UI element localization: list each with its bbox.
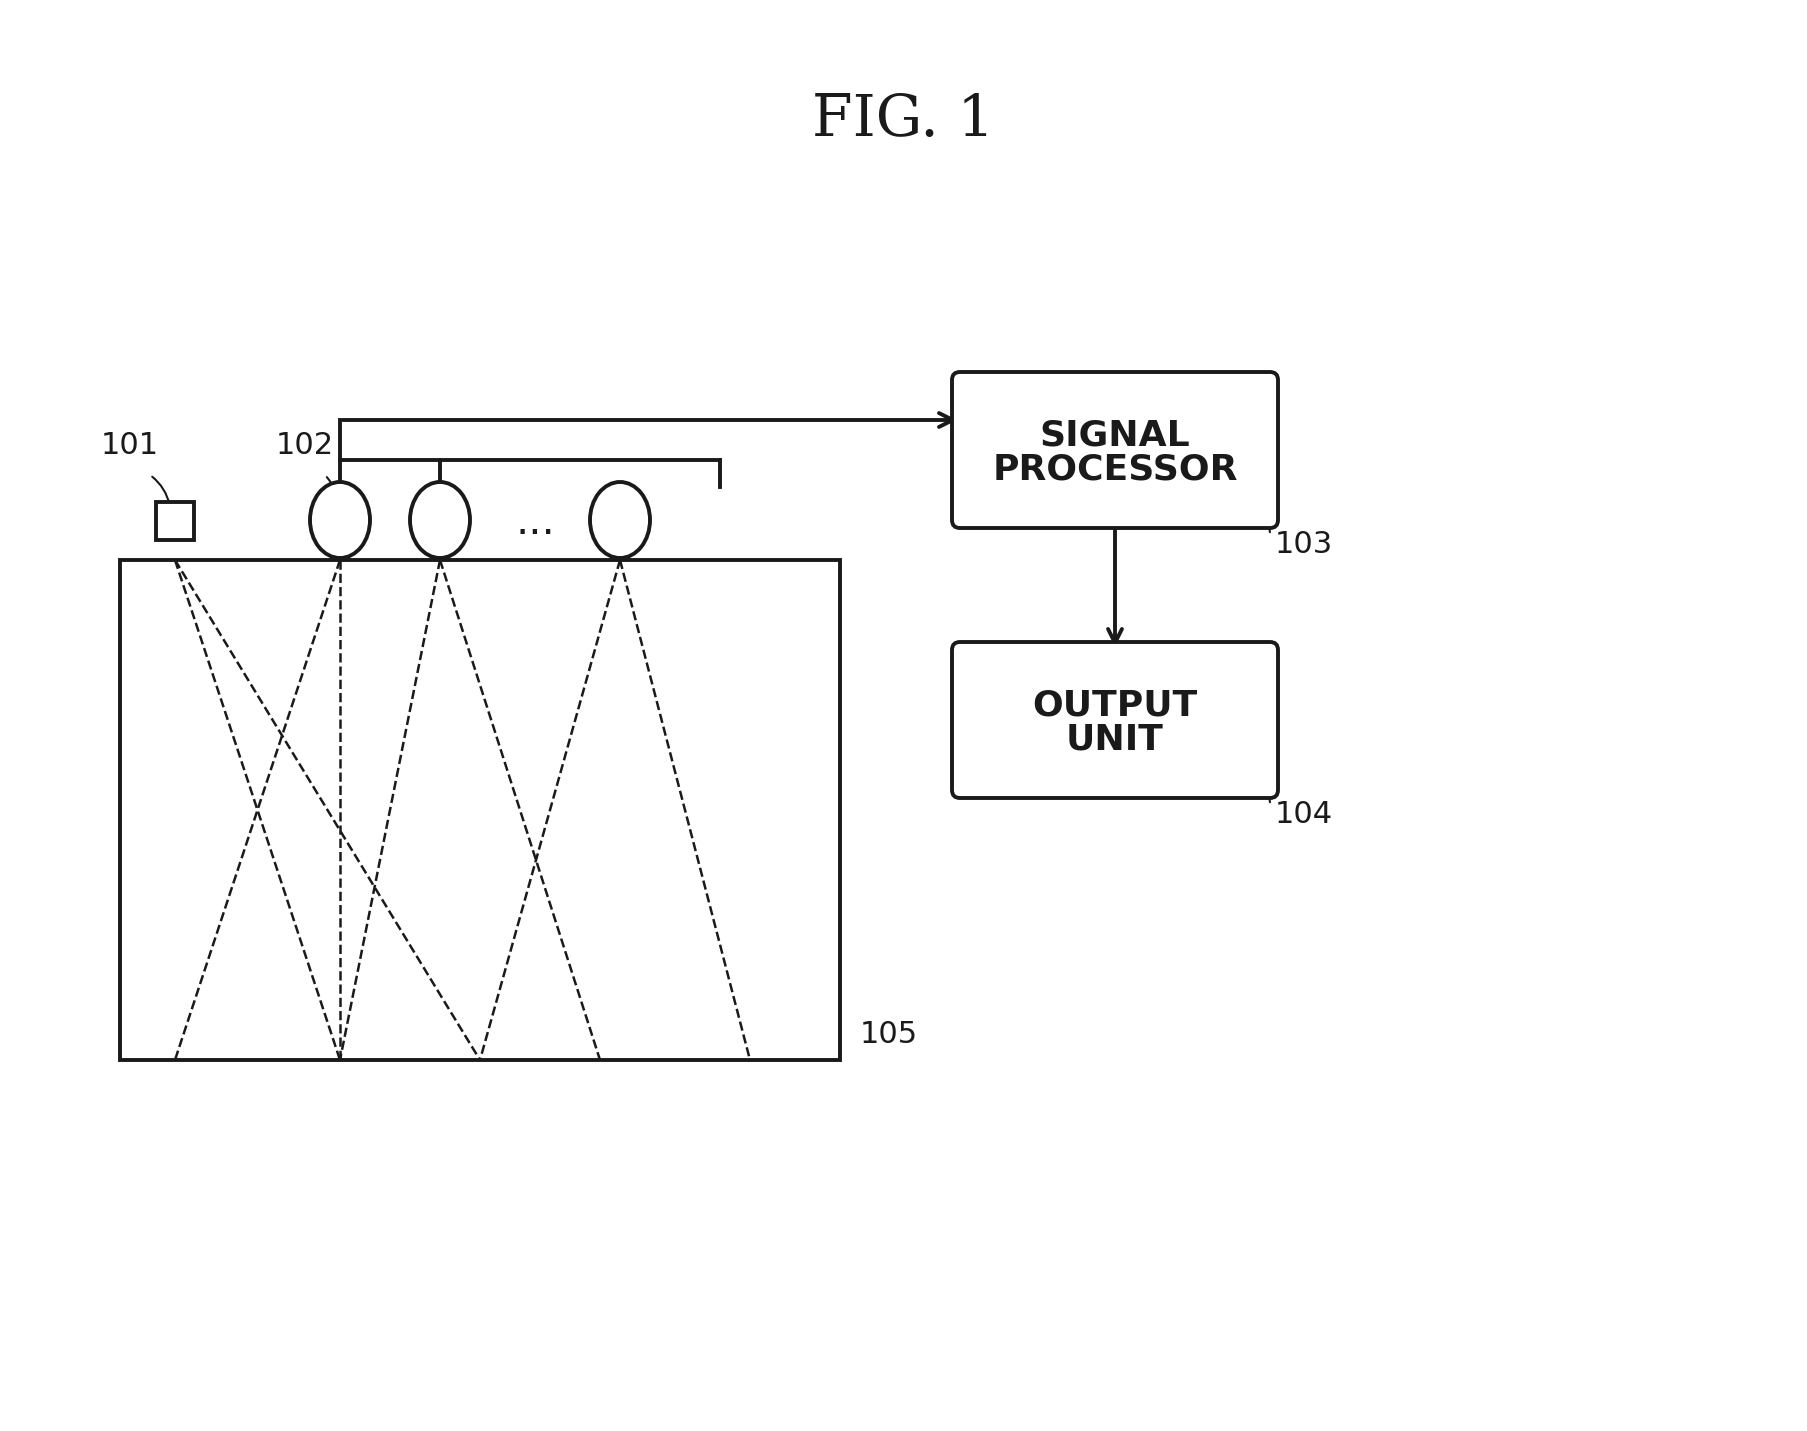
Text: OUTPUT: OUTPUT [1032,688,1198,723]
Ellipse shape [591,482,651,558]
Text: 101: 101 [101,431,159,459]
Text: 104: 104 [1276,800,1334,829]
Text: 105: 105 [860,1020,918,1049]
Text: UNIT: UNIT [1066,723,1164,757]
FancyBboxPatch shape [952,372,1278,528]
Text: ...: ... [515,501,555,542]
Text: 103: 103 [1276,529,1334,560]
Bar [119,560,840,1060]
Text: FIG. 1: FIG. 1 [813,92,994,147]
FancyBboxPatch shape [952,643,1278,798]
Text: PROCESSOR: PROCESSOR [992,454,1238,487]
Ellipse shape [311,482,370,558]
Bar [155,502,193,539]
Text: 102: 102 [276,431,334,459]
Ellipse shape [410,482,470,558]
Text: SIGNAL: SIGNAL [1039,419,1191,454]
